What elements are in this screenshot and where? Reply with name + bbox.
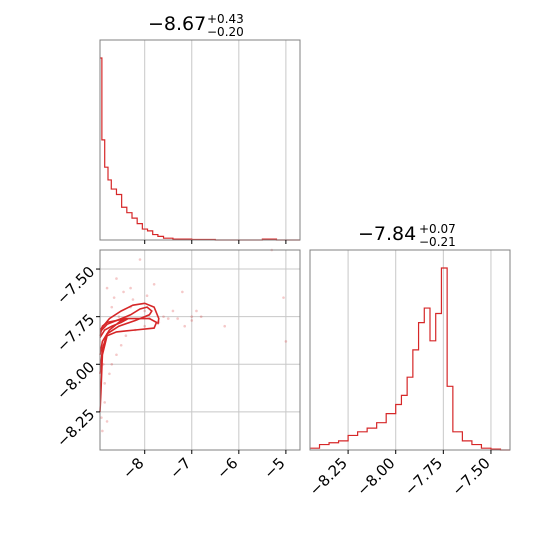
joint-point-16 xyxy=(152,282,156,286)
hist2-gridlines xyxy=(347,250,492,450)
hist2-series xyxy=(310,267,510,451)
hist2-title-plus: +0.07 xyxy=(419,222,456,236)
hist2-tick-label-2: −7.75 xyxy=(401,454,446,499)
panel-hist-param1: −8.67 +0.43 −0.20 xyxy=(99,12,301,244)
joint-point-39 xyxy=(112,296,116,299)
joint-point-40 xyxy=(122,290,125,294)
joint-point-41 xyxy=(131,298,135,301)
hist1-title-plus: +0.43 xyxy=(207,12,244,26)
hist2-tick-label-1: −8.00 xyxy=(353,454,398,499)
joint-point-9 xyxy=(282,296,285,299)
joint-point-37 xyxy=(183,324,187,328)
hist1-series xyxy=(100,57,300,241)
joint-contour-2 xyxy=(99,317,129,355)
joint-point-19 xyxy=(105,420,109,423)
joint-y-tick-label-3: −7.50 xyxy=(53,263,98,308)
panel-joint: −8 −7 −6 −5 −8.25−8.00−7.75−7.50 xyxy=(53,248,301,482)
hist2-frame xyxy=(309,249,511,451)
joint-point-22 xyxy=(110,362,114,366)
hist1-gridlines xyxy=(144,40,287,240)
hist1-ticks xyxy=(144,240,287,244)
joint-point-5 xyxy=(190,319,194,322)
joint-x-tick-label-2: −6 xyxy=(213,454,241,482)
joint-point-3 xyxy=(166,317,170,320)
joint-point-15 xyxy=(138,258,142,261)
joint-frame xyxy=(99,249,301,451)
joint-point-36 xyxy=(171,309,175,313)
joint-point-24 xyxy=(108,372,111,376)
joint-gridlines xyxy=(100,250,300,450)
joint-x-tick-label-1: −7 xyxy=(166,454,194,482)
panel-hist-param2: −8.25 −8.00 −7.75 −7.50 −7.84 +0.07 −0.21 xyxy=(306,222,511,499)
joint-point-12 xyxy=(190,315,194,318)
hist1-title-value: −8.67 xyxy=(148,13,206,35)
hist2-title-minus: −0.21 xyxy=(419,235,456,249)
joint-y-ticks: −8.25−8.00−7.75−7.50 xyxy=(53,263,100,451)
hist2-title-value: −7.84 xyxy=(358,223,416,245)
joint-point-17 xyxy=(110,305,114,309)
joint-point-2 xyxy=(162,315,165,318)
joint-point-6 xyxy=(199,315,203,318)
joint-point-23 xyxy=(115,353,118,357)
joint-point-35 xyxy=(105,286,109,290)
joint-y-tick-label-0: −8.25 xyxy=(53,406,98,451)
joint-point-13 xyxy=(115,277,118,280)
joint-x-tick-label-0: −8 xyxy=(119,454,147,482)
joint-contour-3 xyxy=(99,302,160,331)
joint-point-42 xyxy=(145,294,149,298)
joint-contour-0 xyxy=(99,317,158,412)
joint-point-0 xyxy=(143,309,147,313)
joint-point-18 xyxy=(103,401,107,404)
joint-x-tick-label-3: −5 xyxy=(260,454,288,482)
hist1-title-minus: −0.20 xyxy=(207,25,244,39)
hist2-title: −7.84 +0.07 −0.21 xyxy=(358,222,456,249)
joint-point-4 xyxy=(176,317,179,320)
hist1-frame xyxy=(99,39,301,241)
joint-contours xyxy=(99,302,160,412)
hist1-title: −8.67 +0.43 −0.20 xyxy=(148,12,244,39)
joint-x-ticks: −8 −7 −6 −5 xyxy=(119,450,289,482)
joint-points xyxy=(100,248,288,433)
joint-point-14 xyxy=(129,286,132,290)
hist2-tick-label-0: −8.25 xyxy=(306,454,351,499)
hist2-tick-label-3: −7.50 xyxy=(449,454,494,499)
hist2-ticks: −8.25 −8.00 −7.75 −7.50 xyxy=(306,450,494,499)
joint-point-10 xyxy=(284,340,288,343)
joint-point-26 xyxy=(124,334,128,338)
joint-point-7 xyxy=(223,324,227,328)
joint-point-38 xyxy=(195,309,198,313)
joint-point-31 xyxy=(117,315,121,318)
joint-point-34 xyxy=(100,416,103,419)
joint-point-11 xyxy=(181,290,184,294)
joint-point-28 xyxy=(143,324,147,328)
joint-point-21 xyxy=(103,382,107,385)
joint-y-tick-label-1: −8.00 xyxy=(53,358,98,403)
joint-point-20 xyxy=(101,429,104,433)
joint-y-tick-label-2: −7.75 xyxy=(53,310,98,355)
joint-point-25 xyxy=(119,343,123,347)
